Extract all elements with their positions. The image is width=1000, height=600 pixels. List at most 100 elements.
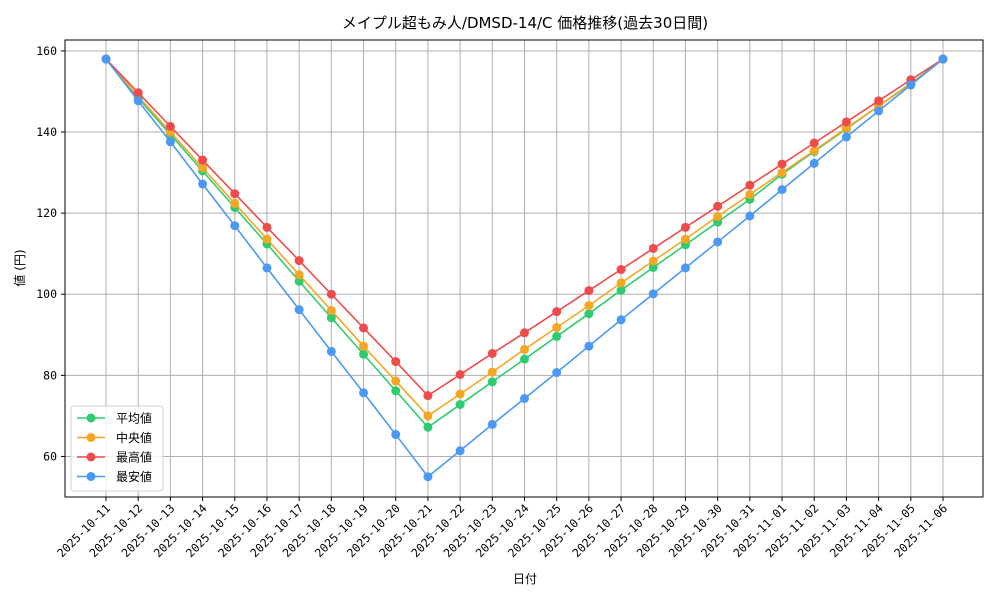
series-line (101, 54, 948, 401)
data-point (165, 121, 175, 131)
data-point (359, 323, 369, 333)
data-point (101, 54, 111, 64)
data-point (423, 422, 433, 432)
data-point (262, 222, 272, 232)
data-point (326, 346, 336, 356)
data-point (359, 388, 369, 398)
data-point (294, 270, 304, 280)
data-point (326, 305, 336, 315)
data-point (809, 158, 819, 168)
legend-box (70, 405, 164, 492)
data-point (616, 285, 626, 295)
data-point (359, 349, 369, 359)
data-point (680, 263, 690, 273)
data-point (745, 211, 755, 221)
data-point (455, 400, 465, 410)
data-point (874, 96, 884, 106)
data-point (648, 289, 658, 299)
data-point (680, 234, 690, 244)
data-point (423, 411, 433, 421)
data-point (165, 137, 175, 147)
data-point (359, 341, 369, 351)
chart-title: メイプル超もみ人/DMSD-14/C 価格推移(過去30日間) (342, 14, 708, 32)
legend-item: 最高値 (77, 450, 152, 465)
y-tick-label: 120 (36, 206, 57, 220)
data-point (552, 307, 562, 317)
data-point (552, 368, 562, 378)
y-tick-label: 80 (43, 368, 57, 382)
data-point (584, 309, 594, 319)
y-tick-label: 60 (43, 449, 57, 463)
data-point (455, 389, 465, 399)
data-point (713, 211, 723, 221)
data-point (487, 419, 497, 429)
data-point (584, 286, 594, 296)
data-point (809, 138, 819, 148)
data-point (391, 357, 401, 367)
plot-area: 60801001201401602025-10-112025-10-122025… (36, 39, 984, 560)
data-point (455, 370, 465, 380)
data-point (874, 106, 884, 116)
data-point (777, 185, 787, 195)
data-point (230, 189, 240, 199)
data-point (648, 262, 658, 272)
y-tick-label: 100 (36, 287, 57, 301)
data-point (552, 323, 562, 333)
data-point (520, 328, 529, 338)
data-point (133, 88, 143, 98)
data-point (520, 393, 529, 403)
y-tick-label: 160 (36, 44, 57, 58)
x-axis-label: 日付 (513, 572, 537, 586)
data-point (487, 348, 497, 358)
legend-label: 平均値 (116, 411, 152, 426)
data-point (391, 376, 401, 386)
data-point (423, 391, 433, 401)
data-point (616, 278, 626, 288)
data-point (294, 276, 304, 286)
data-point (391, 386, 401, 396)
data-point (680, 222, 690, 232)
legend-label: 最高値 (116, 450, 152, 465)
data-point (713, 237, 723, 247)
data-point (520, 344, 529, 354)
data-point (520, 354, 529, 364)
data-point (906, 80, 916, 90)
data-point (648, 243, 658, 253)
data-point (616, 265, 626, 275)
data-point (584, 341, 594, 351)
legend-item: 中央値 (77, 430, 152, 445)
data-point (391, 430, 401, 440)
data-point (584, 301, 594, 311)
data-point (262, 234, 272, 244)
data-point (648, 256, 658, 266)
data-point (487, 377, 497, 387)
data-point (487, 367, 497, 377)
data-point (423, 472, 433, 482)
data-point (294, 305, 304, 315)
data-point (262, 263, 272, 273)
data-point (938, 54, 948, 64)
y-axis-label: 値 (円) (12, 249, 27, 286)
data-point (841, 117, 851, 127)
data-point (133, 96, 143, 106)
data-point (841, 132, 851, 142)
legend-label: 最安値 (116, 469, 152, 484)
data-point (777, 159, 787, 169)
legend-item: 平均値 (77, 411, 152, 426)
legend-item: 最安値 (77, 469, 152, 484)
data-point (777, 168, 787, 178)
data-point (455, 446, 465, 456)
data-point (552, 331, 562, 341)
data-point (326, 313, 336, 323)
data-point (198, 163, 208, 173)
data-point (294, 256, 304, 266)
data-point (745, 189, 755, 199)
data-point (713, 201, 723, 211)
data-point (809, 146, 819, 156)
data-point (230, 221, 240, 231)
data-point (745, 180, 755, 190)
series-line (101, 54, 948, 482)
data-point (198, 179, 208, 189)
